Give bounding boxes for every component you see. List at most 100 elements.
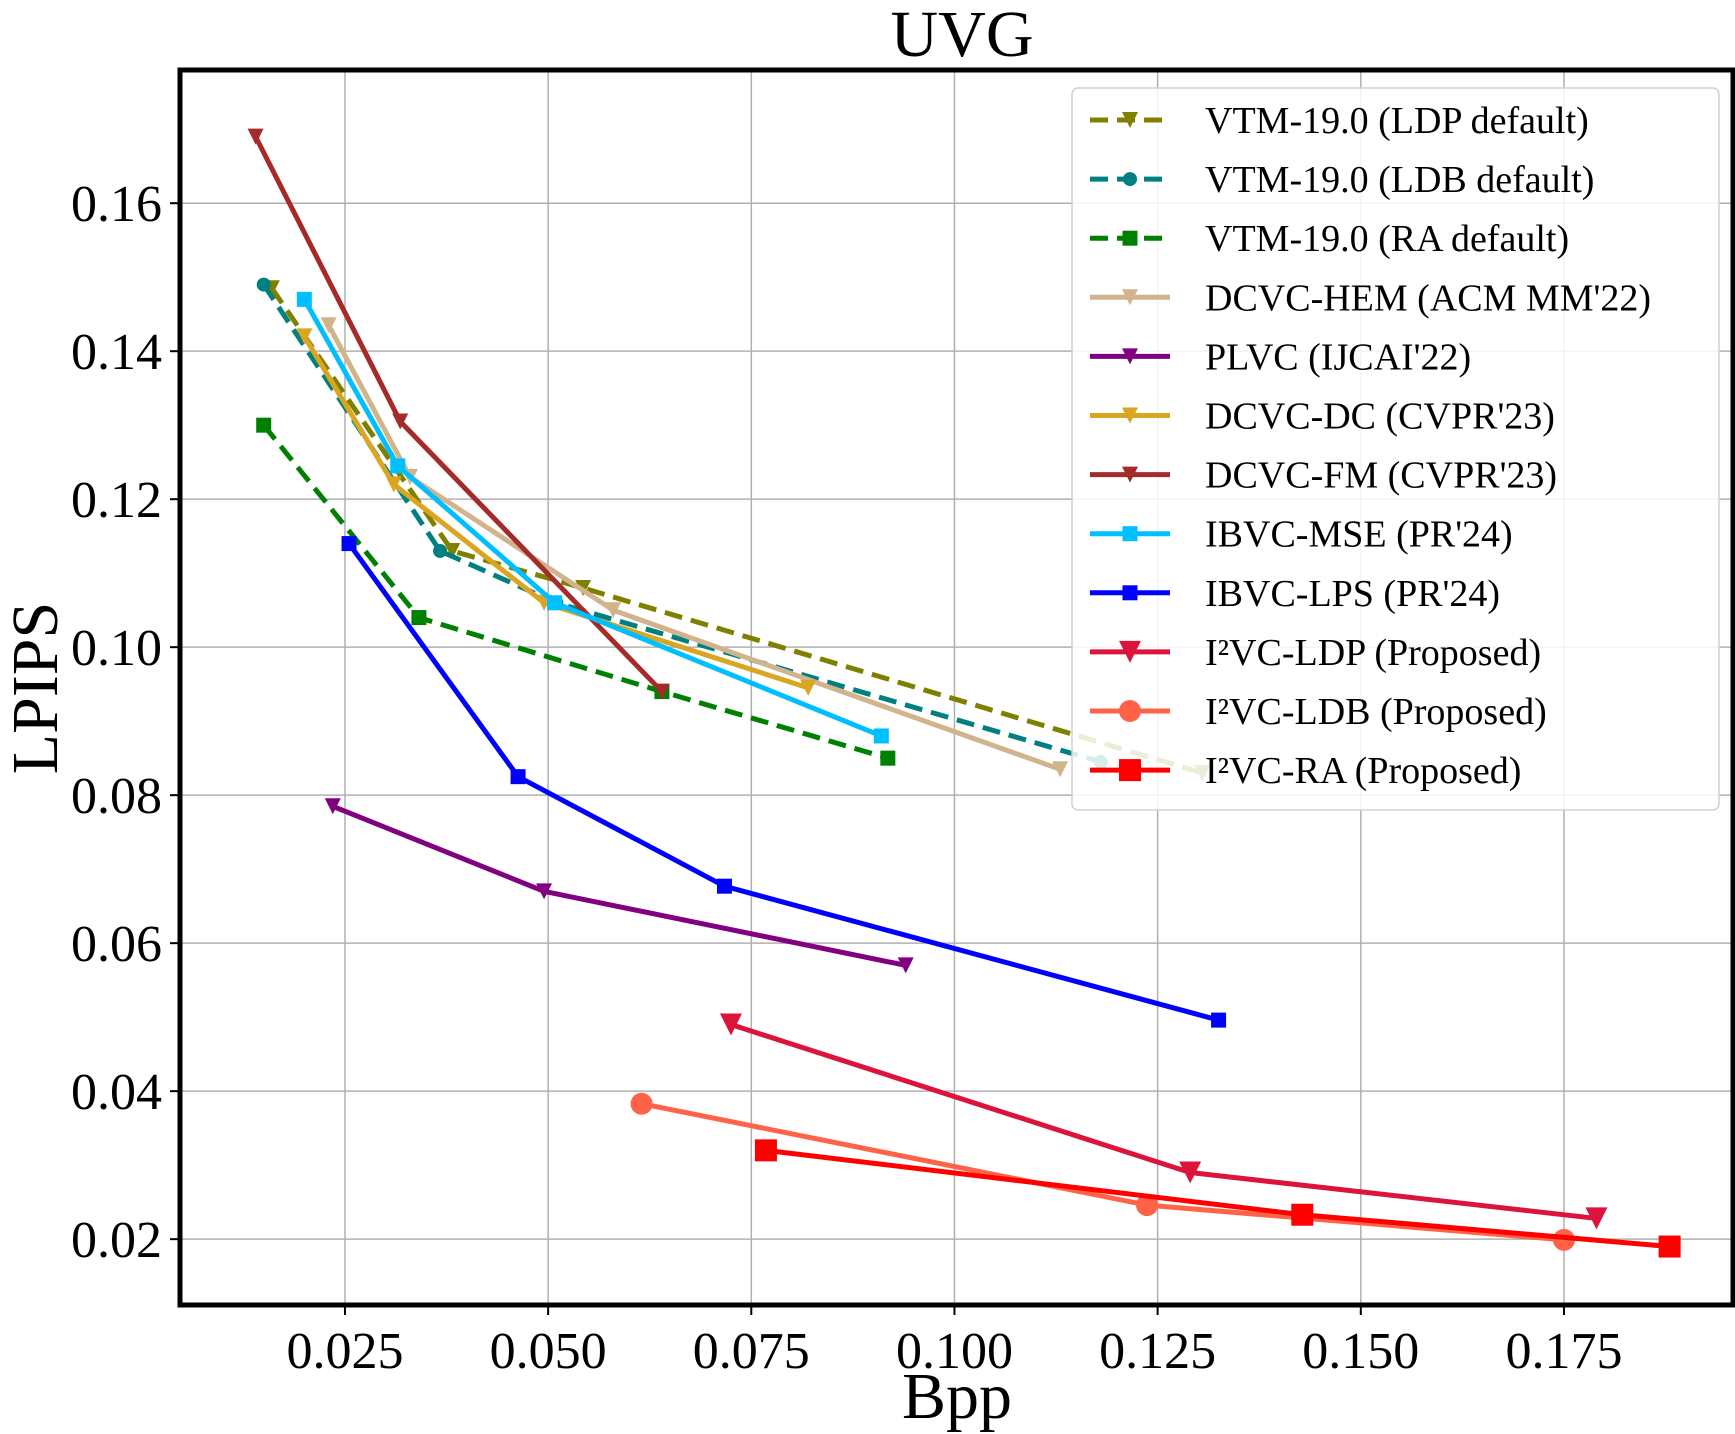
data-point bbox=[880, 750, 896, 766]
x-tick-label: 0.175 bbox=[1505, 1323, 1622, 1380]
x-axis-ticks: 0.025 0.050 0.075 0.100 0.125 0.150 0.175 bbox=[286, 1305, 1622, 1380]
data-point bbox=[897, 957, 914, 974]
legend-entry: DCVC-HEM (ACM MM'22) bbox=[1090, 277, 1651, 319]
legend-label: I²VC-LDB (Proposed) bbox=[1205, 691, 1547, 733]
series-line bbox=[261, 283, 1102, 765]
data-point bbox=[247, 128, 264, 145]
data-point bbox=[1585, 1207, 1608, 1230]
data-point bbox=[256, 417, 272, 433]
x-tick-label: 0.150 bbox=[1302, 1323, 1419, 1380]
legend-entry: I²VC-LDP (Proposed) bbox=[1090, 632, 1541, 674]
legend-label: VTM-19.0 (RA default) bbox=[1205, 218, 1569, 260]
series-group bbox=[630, 1092, 1575, 1251]
data-point bbox=[1211, 1012, 1227, 1028]
data-point bbox=[390, 458, 406, 474]
y-tick-label: 0.04 bbox=[71, 1064, 162, 1121]
chart-title: UVG bbox=[891, 0, 1034, 71]
data-point bbox=[385, 476, 402, 493]
series-line bbox=[253, 135, 664, 694]
data-point bbox=[754, 1139, 777, 1162]
series-group bbox=[754, 1139, 1681, 1258]
series-line bbox=[765, 1147, 1670, 1250]
series-group bbox=[296, 291, 889, 744]
legend-marker bbox=[1123, 172, 1137, 187]
series-line bbox=[302, 298, 883, 739]
data-point bbox=[411, 610, 427, 626]
data-point bbox=[653, 683, 670, 700]
legend-marker bbox=[1119, 700, 1141, 722]
data-point bbox=[547, 595, 563, 611]
legend-entry: IBVC-LPS (PR'24) bbox=[1090, 573, 1500, 615]
series-line bbox=[261, 423, 889, 761]
legend-marker bbox=[1122, 348, 1138, 365]
legend-entry: VTM-19.0 (LDB default) bbox=[1090, 159, 1594, 201]
legend-marker bbox=[1122, 230, 1138, 246]
legend-label: IBVC-MSE (PR'24) bbox=[1205, 514, 1513, 556]
legend-marker bbox=[1122, 407, 1138, 424]
legend-marker bbox=[1122, 466, 1138, 483]
legend-marker bbox=[1122, 526, 1138, 542]
data-point bbox=[1658, 1235, 1681, 1258]
data-point bbox=[630, 1092, 653, 1115]
series-group bbox=[324, 798, 914, 974]
y-tick-label: 0.16 bbox=[71, 176, 162, 233]
legend-entry: I²VC-RA (Proposed) bbox=[1090, 750, 1521, 792]
legend-marker bbox=[1119, 759, 1141, 782]
data-point bbox=[444, 542, 461, 559]
series-lines bbox=[247, 128, 1681, 1258]
series-group bbox=[320, 317, 1069, 778]
data-point bbox=[716, 878, 732, 894]
legend-entry: IBVC-MSE (PR'24) bbox=[1090, 514, 1513, 556]
y-tick-label: 0.08 bbox=[71, 768, 162, 825]
legend-marker bbox=[1122, 112, 1138, 128]
x-tick-label: 0.075 bbox=[693, 1323, 810, 1380]
y-tick-label: 0.14 bbox=[71, 324, 162, 381]
y-tick-label: 0.02 bbox=[71, 1212, 162, 1269]
data-point bbox=[719, 1013, 742, 1036]
data-point bbox=[1136, 1194, 1159, 1217]
legend-marker bbox=[1122, 585, 1138, 601]
legend-label: I²VC-LDP (Proposed) bbox=[1205, 632, 1541, 674]
data-point bbox=[296, 291, 312, 307]
series-line bbox=[347, 542, 1220, 1023]
legend-entry: DCVC-FM (CVPR'23) bbox=[1090, 455, 1557, 497]
legend-label: PLVC (IJCAI'22) bbox=[1205, 336, 1471, 378]
y-tick-label: 0.10 bbox=[71, 620, 162, 677]
legend-label: VTM-19.0 (LDB default) bbox=[1205, 159, 1594, 201]
y-tick-label: 0.12 bbox=[71, 472, 162, 529]
legend-entry: DCVC-DC (CVPR'23) bbox=[1090, 396, 1555, 438]
legend: VTM-19.0 (LDP default) VTM-19.0 (LDB defa… bbox=[1071, 87, 1720, 811]
legend-label: VTM-19.0 (LDP default) bbox=[1205, 100, 1589, 142]
legend-label: DCVC-FM (CVPR'23) bbox=[1205, 455, 1557, 497]
data-point bbox=[341, 536, 357, 552]
legend-label: DCVC-HEM (ACM MM'22) bbox=[1205, 277, 1651, 319]
series-group bbox=[256, 417, 896, 766]
data-point bbox=[510, 769, 526, 785]
data-point bbox=[1052, 761, 1069, 778]
series-group bbox=[341, 536, 1227, 1028]
legend-label: IBVC-LPS (PR'24) bbox=[1205, 573, 1500, 615]
series-group bbox=[263, 280, 1211, 781]
legend-marker bbox=[1122, 289, 1138, 306]
data-point bbox=[392, 413, 409, 430]
data-point bbox=[800, 679, 817, 696]
legend-entry: I²VC-LDB (Proposed) bbox=[1090, 691, 1547, 733]
plot-frame bbox=[177, 67, 1735, 1308]
x-tick-label: 0.100 bbox=[896, 1323, 1013, 1380]
data-point bbox=[536, 883, 553, 900]
data-point bbox=[324, 798, 341, 815]
y-tick-label: 0.06 bbox=[71, 916, 162, 973]
series-line bbox=[302, 335, 809, 691]
x-tick-label: 0.025 bbox=[286, 1323, 403, 1380]
series-group bbox=[719, 1013, 1608, 1230]
data-point bbox=[873, 728, 889, 744]
y-axis-ticks: 0.02 0.04 0.06 0.08 0.10 0.12 0.14 0.16 bbox=[71, 176, 180, 1269]
legend-marker bbox=[1119, 640, 1141, 663]
data-point bbox=[320, 317, 337, 334]
data-point bbox=[256, 277, 271, 292]
series-line bbox=[641, 1101, 1565, 1243]
data-point bbox=[1179, 1161, 1202, 1184]
data-point bbox=[605, 602, 622, 619]
data-point bbox=[433, 543, 448, 558]
legend-label: I²VC-RA (Proposed) bbox=[1205, 750, 1521, 792]
